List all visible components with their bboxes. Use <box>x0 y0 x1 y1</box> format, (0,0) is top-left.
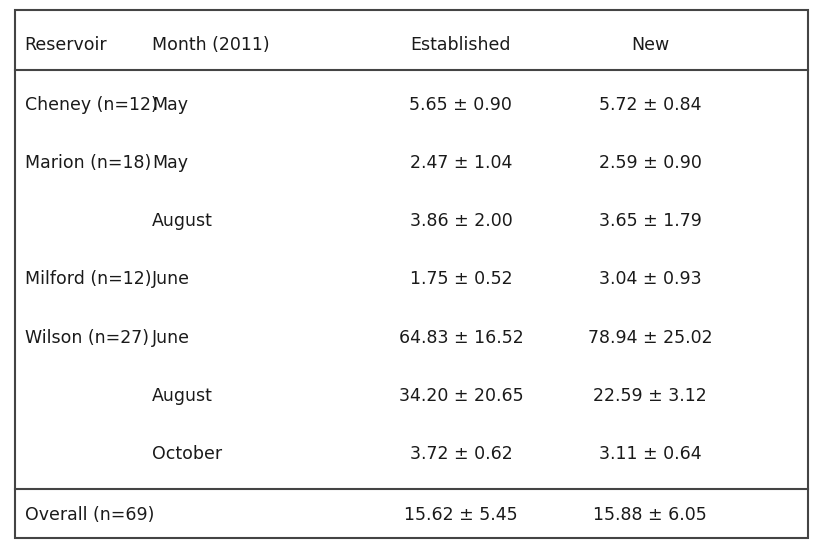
Text: Established: Established <box>411 36 511 54</box>
Text: 78.94 ± 25.02: 78.94 ± 25.02 <box>588 329 713 347</box>
Text: August: August <box>152 387 213 405</box>
Text: Wilson (n=27): Wilson (n=27) <box>25 329 149 347</box>
Text: 5.72 ± 0.84: 5.72 ± 0.84 <box>599 96 701 114</box>
Text: Overall (n=69): Overall (n=69) <box>25 506 154 524</box>
Text: 1.75 ± 0.52: 1.75 ± 0.52 <box>410 271 512 288</box>
Text: 3.72 ± 0.62: 3.72 ± 0.62 <box>410 445 512 463</box>
Text: Reservoir: Reservoir <box>25 36 107 54</box>
Text: 2.59 ± 0.90: 2.59 ± 0.90 <box>599 154 701 172</box>
Text: New: New <box>631 36 669 54</box>
Text: 3.11 ± 0.64: 3.11 ± 0.64 <box>599 445 701 463</box>
Text: 15.88 ± 6.05: 15.88 ± 6.05 <box>593 506 707 524</box>
Text: May: May <box>152 154 188 172</box>
Text: 15.62 ± 5.45: 15.62 ± 5.45 <box>404 506 518 524</box>
Text: 3.65 ± 1.79: 3.65 ± 1.79 <box>599 212 701 230</box>
Text: June: June <box>152 271 190 288</box>
Text: May: May <box>152 96 188 114</box>
Text: Cheney (n=12): Cheney (n=12) <box>25 96 157 114</box>
Text: 5.65 ± 0.90: 5.65 ± 0.90 <box>410 96 512 114</box>
Text: Marion (n=18): Marion (n=18) <box>25 154 151 172</box>
Text: 2.47 ± 1.04: 2.47 ± 1.04 <box>410 154 512 172</box>
Text: 64.83 ± 16.52: 64.83 ± 16.52 <box>398 329 523 347</box>
Text: October: October <box>152 445 222 463</box>
Text: 22.59 ± 3.12: 22.59 ± 3.12 <box>593 387 707 405</box>
Text: Milford (n=12): Milford (n=12) <box>25 271 151 288</box>
Text: 34.20 ± 20.65: 34.20 ± 20.65 <box>398 387 523 405</box>
Text: Month (2011): Month (2011) <box>152 36 270 54</box>
Text: 3.86 ± 2.00: 3.86 ± 2.00 <box>410 212 512 230</box>
Text: August: August <box>152 212 213 230</box>
Text: 3.04 ± 0.93: 3.04 ± 0.93 <box>599 271 701 288</box>
Text: June: June <box>152 329 190 347</box>
